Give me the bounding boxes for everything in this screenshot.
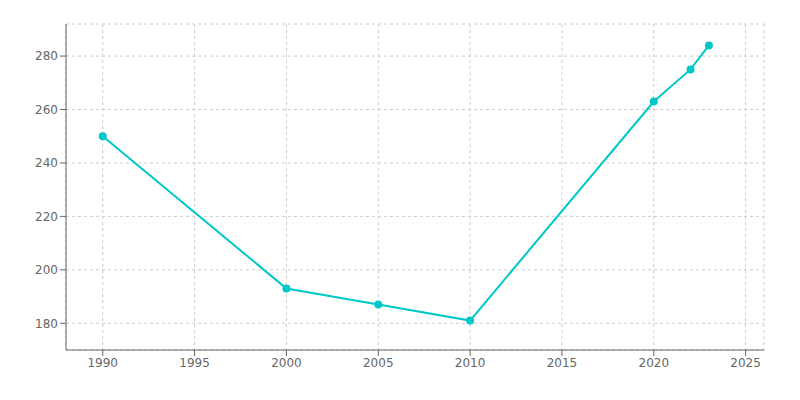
svg-text:2000: 2000 [271, 356, 302, 370]
svg-text:260: 260 [35, 103, 58, 117]
svg-text:2005: 2005 [363, 356, 394, 370]
svg-text:280: 280 [35, 49, 58, 63]
svg-text:220: 220 [35, 210, 58, 224]
svg-text:200: 200 [35, 263, 58, 277]
svg-text:180: 180 [35, 317, 58, 331]
svg-text:1995: 1995 [179, 356, 210, 370]
svg-text:2010: 2010 [455, 356, 486, 370]
svg-text:2020: 2020 [639, 356, 670, 370]
svg-text:2015: 2015 [547, 356, 578, 370]
svg-text:2025: 2025 [730, 356, 761, 370]
svg-text:240: 240 [35, 156, 58, 170]
svg-text:1990: 1990 [87, 356, 118, 370]
